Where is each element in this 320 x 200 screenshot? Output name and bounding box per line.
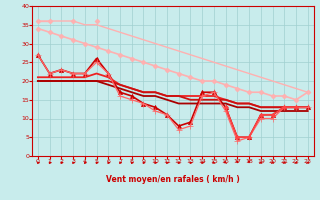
X-axis label: Vent moyen/en rafales ( km/h ): Vent moyen/en rafales ( km/h ): [106, 175, 240, 184]
